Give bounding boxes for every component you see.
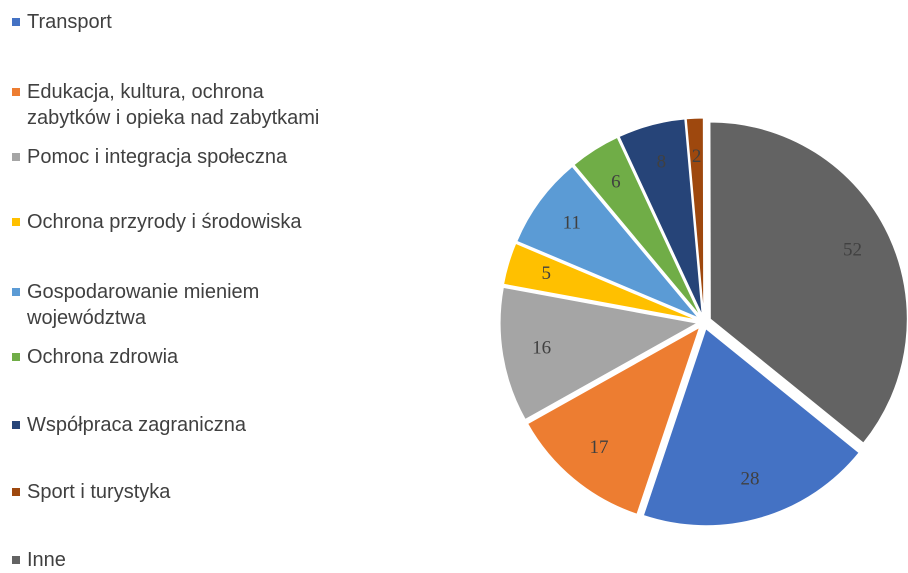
legend-item: Transport: [12, 9, 342, 35]
legend-item: Ochrona zdrowia: [12, 344, 342, 370]
pie-slice: [685, 117, 705, 316]
legend-label: Sport i turystyka: [27, 481, 171, 503]
legend-swatch: [12, 421, 20, 429]
legend-label: Ochrona zdrowia: [27, 346, 179, 368]
legend-label: Pomoc i integracja społeczna: [27, 146, 288, 168]
legend-label: Współpraca zagraniczna: [27, 414, 246, 436]
data-label: 6: [611, 171, 621, 192]
legend-label: Edukacja, kultura, ochrona zabytków i op…: [27, 81, 320, 129]
data-label: 17: [590, 437, 609, 458]
legend-item: Współpraca zagraniczna: [12, 412, 342, 438]
legend-item: Sport i turystyka: [12, 479, 342, 505]
legend-label: Ochrona przyrody i środowiska: [27, 211, 302, 233]
legend-swatch: [12, 153, 20, 161]
pie-slice: [516, 165, 699, 319]
legend-swatch: [12, 288, 20, 296]
legend-label: Transport: [27, 11, 112, 33]
pie-slice: [709, 121, 908, 444]
legend-label: Gospodarowanie mieniem województwa: [27, 281, 260, 329]
data-label: 52: [843, 239, 862, 260]
data-label: 2: [692, 146, 702, 167]
legend-swatch: [12, 488, 20, 496]
data-label: 8: [657, 151, 667, 172]
legend-item: Edukacja, kultura, ochrona zabytków i op…: [12, 79, 342, 131]
legend-swatch: [12, 18, 20, 26]
pie-slice: [573, 136, 701, 317]
legend-swatch: [12, 353, 20, 361]
pie-slice: [499, 286, 699, 421]
legend-swatch: [12, 556, 20, 564]
data-label: 28: [741, 468, 760, 489]
legend-swatch: [12, 88, 20, 96]
data-label: 11: [563, 212, 581, 233]
legend: Transport Edukacja, kultura, ochrona zaby…: [0, 0, 360, 571]
data-label: 5: [542, 263, 552, 284]
data-label: 16: [532, 337, 551, 358]
legend-swatch: [12, 218, 20, 226]
legend-item: Pomoc i integracja społeczna: [12, 144, 342, 170]
legend-item: Gospodarowanie mieniem województwa: [12, 279, 342, 331]
pie-slice: [502, 242, 698, 321]
legend-item: Ochrona przyrody i środowiska: [12, 209, 342, 235]
pie-slice: [527, 326, 701, 515]
pie-slice: [618, 118, 703, 316]
pie-slice: [642, 327, 860, 527]
